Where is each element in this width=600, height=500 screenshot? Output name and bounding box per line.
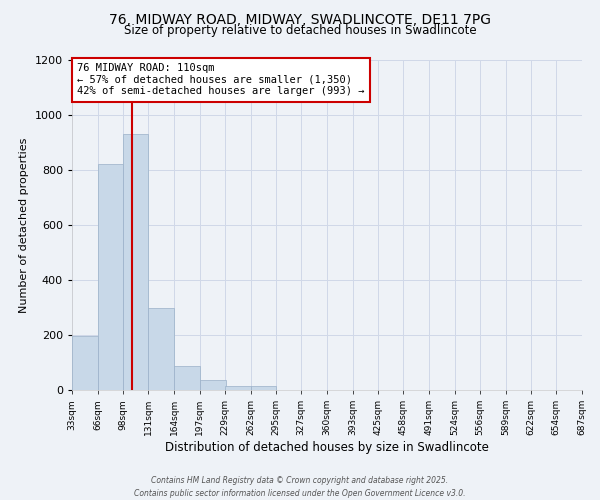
Text: Contains HM Land Registry data © Crown copyright and database right 2025.
Contai: Contains HM Land Registry data © Crown c… (134, 476, 466, 498)
Bar (200, 380, 226, 390)
Bar (98, 164, 124, 390)
Bar (251, 386, 277, 390)
Bar (122, 134, 148, 390)
Bar (225, 386, 251, 390)
Text: 76, MIDWAY ROAD, MIDWAY, SWADLINCOTE, DE11 7PG: 76, MIDWAY ROAD, MIDWAY, SWADLINCOTE, DE… (109, 12, 491, 26)
Bar (174, 366, 200, 390)
Text: 76 MIDWAY ROAD: 110sqm
← 57% of detached houses are smaller (1,350)
42% of semi-: 76 MIDWAY ROAD: 110sqm ← 57% of detached… (77, 64, 365, 96)
X-axis label: Distribution of detached houses by size in Swadlincote: Distribution of detached houses by size … (165, 441, 489, 454)
Y-axis label: Number of detached properties: Number of detached properties (19, 138, 29, 312)
Bar (148, 308, 174, 390)
Text: Size of property relative to detached houses in Swadlincote: Size of property relative to detached ho… (124, 24, 476, 37)
Bar (72, 336, 98, 390)
